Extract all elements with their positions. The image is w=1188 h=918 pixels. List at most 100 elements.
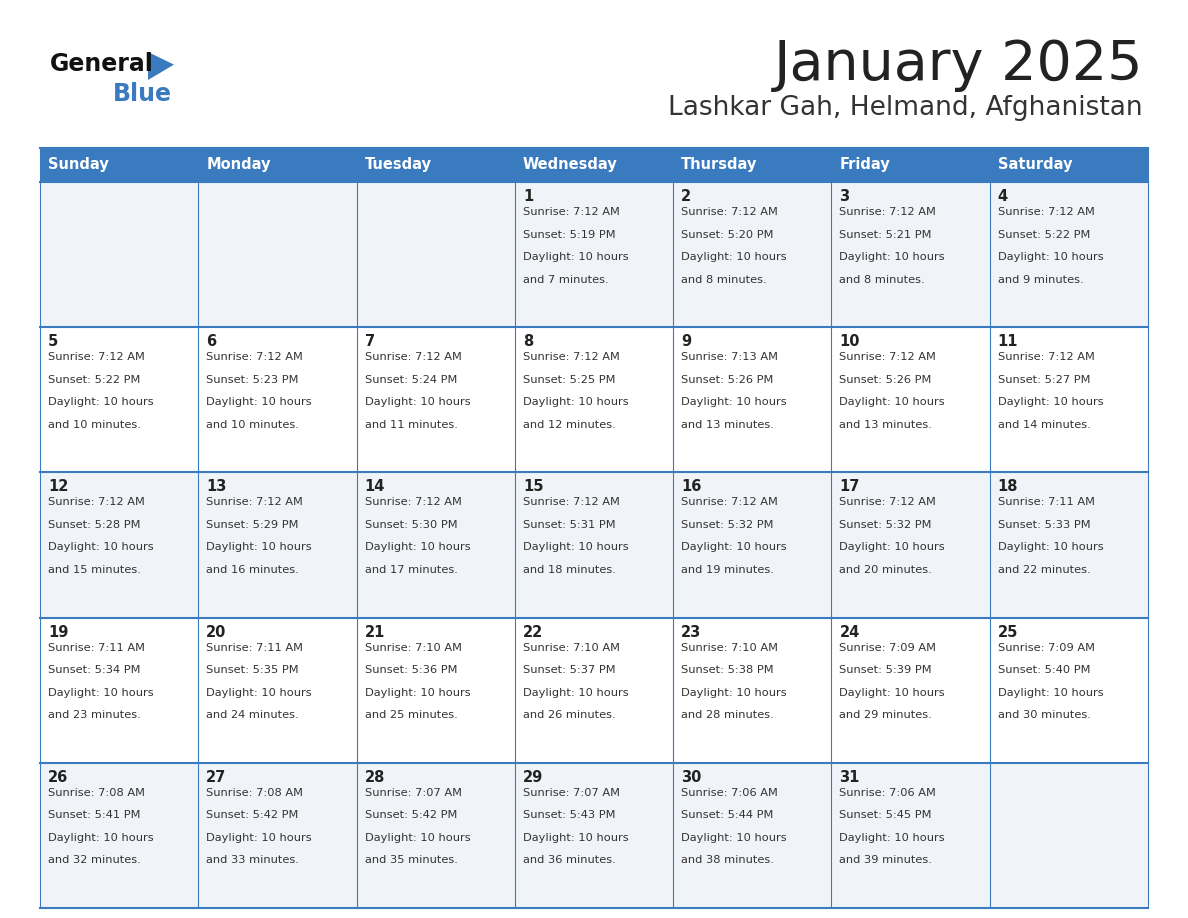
Text: Daylight: 10 hours: Daylight: 10 hours <box>523 252 628 262</box>
Text: Sunset: 5:22 PM: Sunset: 5:22 PM <box>48 375 140 385</box>
Text: 16: 16 <box>681 479 702 495</box>
Text: Sunset: 5:41 PM: Sunset: 5:41 PM <box>48 811 140 821</box>
Text: Daylight: 10 hours: Daylight: 10 hours <box>207 397 312 408</box>
Text: Daylight: 10 hours: Daylight: 10 hours <box>365 397 470 408</box>
Text: and 16 minutes.: and 16 minutes. <box>207 565 299 575</box>
Bar <box>832 182 990 327</box>
Text: Daylight: 10 hours: Daylight: 10 hours <box>365 688 470 698</box>
Bar <box>40 473 198 618</box>
Bar <box>514 327 674 473</box>
Text: Daylight: 10 hours: Daylight: 10 hours <box>681 543 786 553</box>
Text: Sunrise: 7:11 AM: Sunrise: 7:11 AM <box>207 643 303 653</box>
Text: Sunset: 5:26 PM: Sunset: 5:26 PM <box>681 375 773 385</box>
Text: and 39 minutes.: and 39 minutes. <box>840 856 933 866</box>
Bar <box>356 763 514 908</box>
Text: General: General <box>50 52 154 76</box>
Text: and 29 minutes.: and 29 minutes. <box>840 711 933 720</box>
Bar <box>990 763 1148 908</box>
Text: Sunrise: 7:08 AM: Sunrise: 7:08 AM <box>207 788 303 798</box>
Polygon shape <box>148 52 173 80</box>
Bar <box>356 473 514 618</box>
Text: Sunset: 5:44 PM: Sunset: 5:44 PM <box>681 811 773 821</box>
Bar <box>514 473 674 618</box>
Text: Sunset: 5:34 PM: Sunset: 5:34 PM <box>48 666 140 675</box>
Text: Sunset: 5:42 PM: Sunset: 5:42 PM <box>207 811 298 821</box>
Text: Sunrise: 7:13 AM: Sunrise: 7:13 AM <box>681 353 778 363</box>
Text: Sunset: 5:35 PM: Sunset: 5:35 PM <box>207 666 299 675</box>
Text: Daylight: 10 hours: Daylight: 10 hours <box>207 833 312 843</box>
Bar <box>832 763 990 908</box>
Text: 28: 28 <box>365 770 385 785</box>
Text: 26: 26 <box>48 770 68 785</box>
Text: Sunset: 5:31 PM: Sunset: 5:31 PM <box>523 520 615 530</box>
Text: Sunset: 5:30 PM: Sunset: 5:30 PM <box>365 520 457 530</box>
Text: Daylight: 10 hours: Daylight: 10 hours <box>840 397 944 408</box>
Text: and 23 minutes.: and 23 minutes. <box>48 711 140 720</box>
Text: and 30 minutes.: and 30 minutes. <box>998 711 1091 720</box>
Text: Daylight: 10 hours: Daylight: 10 hours <box>523 397 628 408</box>
Bar <box>832 473 990 618</box>
Text: 15: 15 <box>523 479 543 495</box>
Bar <box>198 763 356 908</box>
Text: and 25 minutes.: and 25 minutes. <box>365 711 457 720</box>
Bar <box>990 473 1148 618</box>
Text: Sunrise: 7:12 AM: Sunrise: 7:12 AM <box>840 353 936 363</box>
Text: Daylight: 10 hours: Daylight: 10 hours <box>840 252 944 262</box>
Text: Sunrise: 7:07 AM: Sunrise: 7:07 AM <box>523 788 620 798</box>
Text: and 26 minutes.: and 26 minutes. <box>523 711 615 720</box>
Text: Daylight: 10 hours: Daylight: 10 hours <box>523 543 628 553</box>
Bar <box>990 182 1148 327</box>
Bar <box>40 327 198 473</box>
Text: 9: 9 <box>681 334 691 349</box>
Bar <box>40 618 198 763</box>
Text: and 19 minutes.: and 19 minutes. <box>681 565 775 575</box>
Bar <box>356 327 514 473</box>
Text: and 7 minutes.: and 7 minutes. <box>523 274 608 285</box>
Text: and 13 minutes.: and 13 minutes. <box>681 420 775 430</box>
Text: Daylight: 10 hours: Daylight: 10 hours <box>998 688 1104 698</box>
Text: 10: 10 <box>840 334 860 349</box>
Text: and 24 minutes.: and 24 minutes. <box>207 711 299 720</box>
Text: Sunday: Sunday <box>48 158 109 173</box>
Text: and 22 minutes.: and 22 minutes. <box>998 565 1091 575</box>
Text: Daylight: 10 hours: Daylight: 10 hours <box>48 543 153 553</box>
Text: Daylight: 10 hours: Daylight: 10 hours <box>998 543 1104 553</box>
Text: Daylight: 10 hours: Daylight: 10 hours <box>840 543 944 553</box>
Bar <box>198 148 356 182</box>
Text: and 20 minutes.: and 20 minutes. <box>840 565 933 575</box>
Bar <box>514 182 674 327</box>
Text: Sunset: 5:40 PM: Sunset: 5:40 PM <box>998 666 1091 675</box>
Text: 1: 1 <box>523 189 533 204</box>
Bar <box>356 618 514 763</box>
Text: Sunrise: 7:06 AM: Sunrise: 7:06 AM <box>840 788 936 798</box>
Text: Saturday: Saturday <box>998 158 1073 173</box>
Text: Sunset: 5:32 PM: Sunset: 5:32 PM <box>840 520 931 530</box>
Bar <box>674 327 832 473</box>
Text: 11: 11 <box>998 334 1018 349</box>
Text: Sunset: 5:20 PM: Sunset: 5:20 PM <box>681 230 773 240</box>
Text: Sunset: 5:38 PM: Sunset: 5:38 PM <box>681 666 773 675</box>
Text: Sunrise: 7:09 AM: Sunrise: 7:09 AM <box>998 643 1094 653</box>
Bar <box>514 148 674 182</box>
Text: and 18 minutes.: and 18 minutes. <box>523 565 615 575</box>
Bar <box>832 327 990 473</box>
Text: 20: 20 <box>207 624 227 640</box>
Bar <box>832 148 990 182</box>
Text: Daylight: 10 hours: Daylight: 10 hours <box>365 543 470 553</box>
Text: and 33 minutes.: and 33 minutes. <box>207 856 299 866</box>
Bar <box>674 182 832 327</box>
Text: Daylight: 10 hours: Daylight: 10 hours <box>681 833 786 843</box>
Text: Sunset: 5:26 PM: Sunset: 5:26 PM <box>840 375 931 385</box>
Text: Daylight: 10 hours: Daylight: 10 hours <box>48 833 153 843</box>
Text: Daylight: 10 hours: Daylight: 10 hours <box>998 397 1104 408</box>
Text: 5: 5 <box>48 334 58 349</box>
Text: Friday: Friday <box>840 158 890 173</box>
Text: Sunset: 5:39 PM: Sunset: 5:39 PM <box>840 666 933 675</box>
Text: Sunrise: 7:12 AM: Sunrise: 7:12 AM <box>840 207 936 217</box>
Text: 21: 21 <box>365 624 385 640</box>
Text: 30: 30 <box>681 770 702 785</box>
Text: Thursday: Thursday <box>681 158 758 173</box>
Text: Sunrise: 7:12 AM: Sunrise: 7:12 AM <box>998 207 1094 217</box>
Text: Sunrise: 7:12 AM: Sunrise: 7:12 AM <box>681 498 778 508</box>
Bar <box>198 618 356 763</box>
